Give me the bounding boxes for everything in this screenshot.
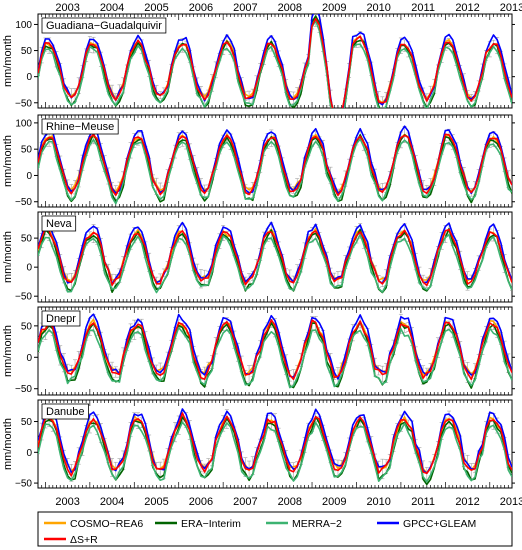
legend-label: ERA−Interim	[181, 518, 241, 530]
series-lines	[38, 125, 512, 205]
panel-title: Rhine−Meuse	[46, 121, 114, 133]
y-tick-label: 50	[21, 321, 33, 332]
y-tick-label: −50	[15, 197, 32, 208]
series-line--s-r	[38, 227, 512, 287]
series-line-merra-2	[38, 233, 512, 294]
x-tick-label-bottom: 2007	[233, 496, 257, 508]
series-line--s-r	[38, 17, 512, 108]
panel-title: Neva	[46, 218, 73, 230]
x-tick-label-bottom: 2013	[500, 496, 522, 508]
series-line--s-r	[38, 319, 512, 381]
y-tick-label: 100	[15, 20, 32, 31]
panel-title: Danube	[46, 406, 85, 418]
y-axis-label: mm/month	[2, 135, 14, 187]
y-tick-label: 50	[21, 234, 33, 245]
x-tick-label-top: 2009	[322, 2, 346, 14]
series-line-merra-2	[38, 19, 512, 108]
panel-danube: −50 0 50 mm/month Danube	[2, 399, 515, 490]
x-tick-label-bottom: 2010	[366, 496, 390, 508]
y-tick-label: 0	[26, 448, 32, 459]
x-tick-label-top: 2008	[278, 2, 302, 14]
x-tick-label-top: 2004	[100, 2, 124, 14]
series-lines	[38, 221, 512, 294]
panel-title-box	[41, 118, 119, 135]
x-tick-label-bottom: 2008	[278, 496, 302, 508]
y-tick-label: 0	[26, 171, 32, 182]
series-line-era-interim	[38, 321, 512, 389]
panel-title: Dnepr	[46, 313, 76, 325]
x-tick-label-top: 2006	[189, 2, 213, 14]
x-tick-label-bottom: 2005	[144, 496, 168, 508]
legend-label: GPCC+GLEAM	[403, 518, 476, 530]
x-tick-label-top: 2013	[500, 2, 522, 14]
y-axis-label: mm/month	[2, 35, 14, 87]
panel-title-box	[41, 17, 167, 34]
x-tick-label-top: 2005	[144, 2, 168, 14]
x-tick-label-bottom: 2004	[100, 496, 124, 508]
series-line-gpcc-gleam	[38, 221, 512, 285]
y-tick-label: −50	[15, 98, 32, 109]
legend-frame	[37, 511, 513, 547]
y-tick-label: 0	[26, 353, 32, 364]
legend-label: ΔS+R	[70, 534, 98, 546]
series-lines	[38, 14, 512, 108]
panel-dnepr: −50 0 50 mm/month Dnepr	[2, 306, 515, 396]
y-tick-label: −50	[15, 384, 32, 395]
x-tick-label-bottom: 2012	[455, 496, 479, 508]
y-tick-label: −50	[15, 292, 32, 303]
x-tick-label-bottom: 2006	[189, 496, 213, 508]
panel-neva: −50 0 50 mm/month Neva	[2, 211, 515, 303]
x-tick-label-bottom: 2009	[322, 496, 346, 508]
panel-title-box	[41, 310, 81, 327]
x-tick-label-top: 2011	[411, 2, 435, 14]
x-tick-label-top: 2007	[233, 2, 257, 14]
y-tick-label: 100	[15, 118, 32, 129]
panel-title-box	[41, 403, 89, 420]
series-line-merra-2	[38, 326, 512, 389]
y-tick-label: 0	[26, 263, 32, 274]
error-bars	[38, 409, 512, 482]
y-tick-label: 0	[26, 72, 32, 83]
y-tick-label: 50	[21, 417, 33, 428]
series-lines	[38, 408, 512, 486]
y-axis-label: mm/month	[2, 231, 14, 283]
y-axis-label: mm/month	[2, 325, 14, 377]
x-tick-label-top: 2010	[366, 2, 390, 14]
panel-frame	[37, 211, 513, 303]
y-axis-label: mm/month	[2, 418, 14, 470]
series-line-merra-2	[38, 421, 512, 483]
y-tick-label: 50	[21, 46, 33, 57]
x-tick-label-top: 2003	[55, 2, 79, 14]
series-line--s-r	[38, 133, 512, 197]
series-lines	[38, 313, 512, 389]
x-tick-label-bottom: 2003	[55, 496, 79, 508]
panel-title-box	[41, 215, 77, 232]
series-line--s-r	[38, 412, 512, 477]
y-tick-label: 50	[21, 145, 33, 156]
series-line-merra-2	[38, 138, 512, 205]
y-tick-label: −50	[15, 479, 32, 490]
panel-title: Guadiana−Guadalquivir	[46, 20, 162, 32]
legend-label: COSMO−REA6	[70, 518, 143, 530]
x-tick-label-bottom: 2011	[411, 496, 435, 508]
x-tick-label-top: 2012	[455, 2, 479, 14]
legend-label: MERRA−2	[292, 518, 342, 530]
legend: COSMO−REA6 ERA−Interim MERRA−2 GPCC+GLEAM ΔS…	[37, 511, 513, 547]
